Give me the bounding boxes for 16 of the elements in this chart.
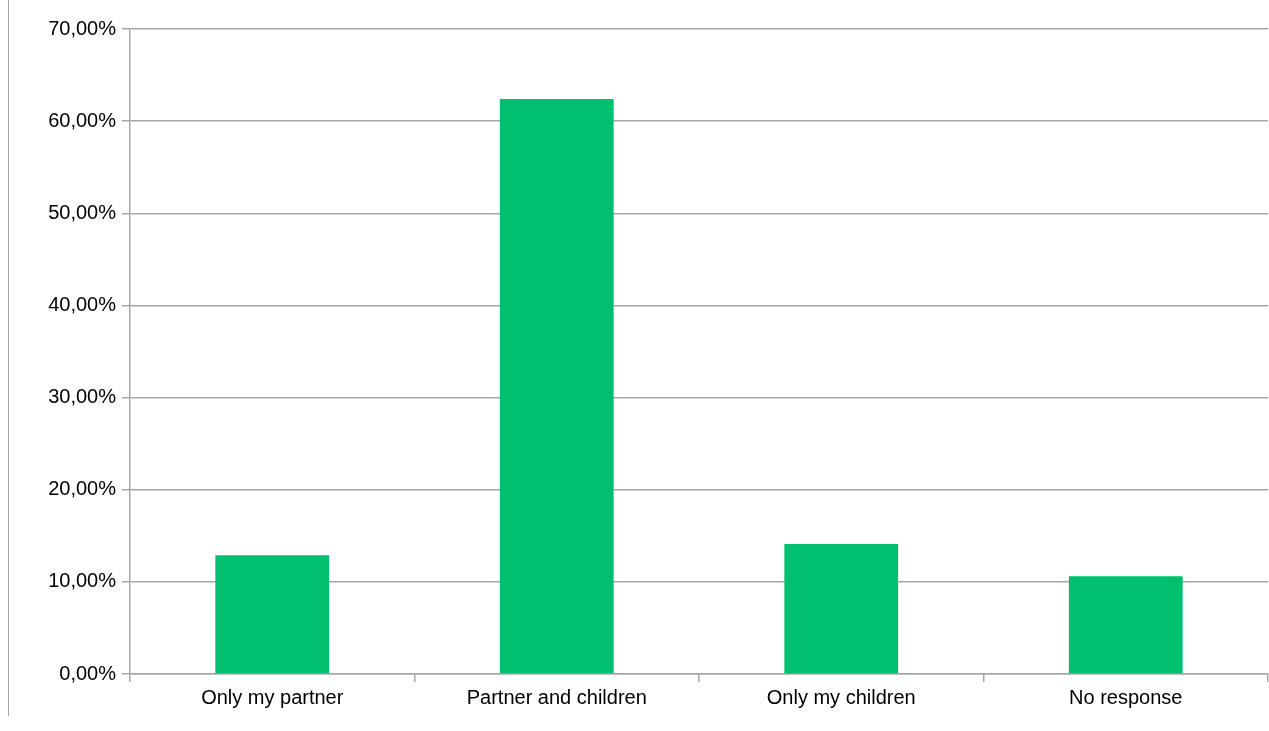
y-tick-label: 70,00% xyxy=(48,16,117,39)
x-tick-label: Only my children xyxy=(766,685,916,708)
y-tick-label: 40,00% xyxy=(48,292,117,315)
bar xyxy=(215,555,330,674)
y-tick-label: 10,00% xyxy=(48,569,117,592)
y-tick-label: 50,00% xyxy=(48,200,117,223)
x-tick-label: Partner and children xyxy=(466,685,647,708)
bar xyxy=(499,99,614,674)
x-tick-label: No response xyxy=(1069,685,1183,708)
x-tick-label: Only my partner xyxy=(201,685,344,708)
bar xyxy=(784,544,899,674)
y-tick-label: 30,00% xyxy=(48,385,117,408)
bar xyxy=(1068,576,1183,674)
y-tick-label: 0,00% xyxy=(59,661,117,684)
y-tick-label: 20,00% xyxy=(48,477,117,500)
y-tick-label: 60,00% xyxy=(48,108,117,131)
